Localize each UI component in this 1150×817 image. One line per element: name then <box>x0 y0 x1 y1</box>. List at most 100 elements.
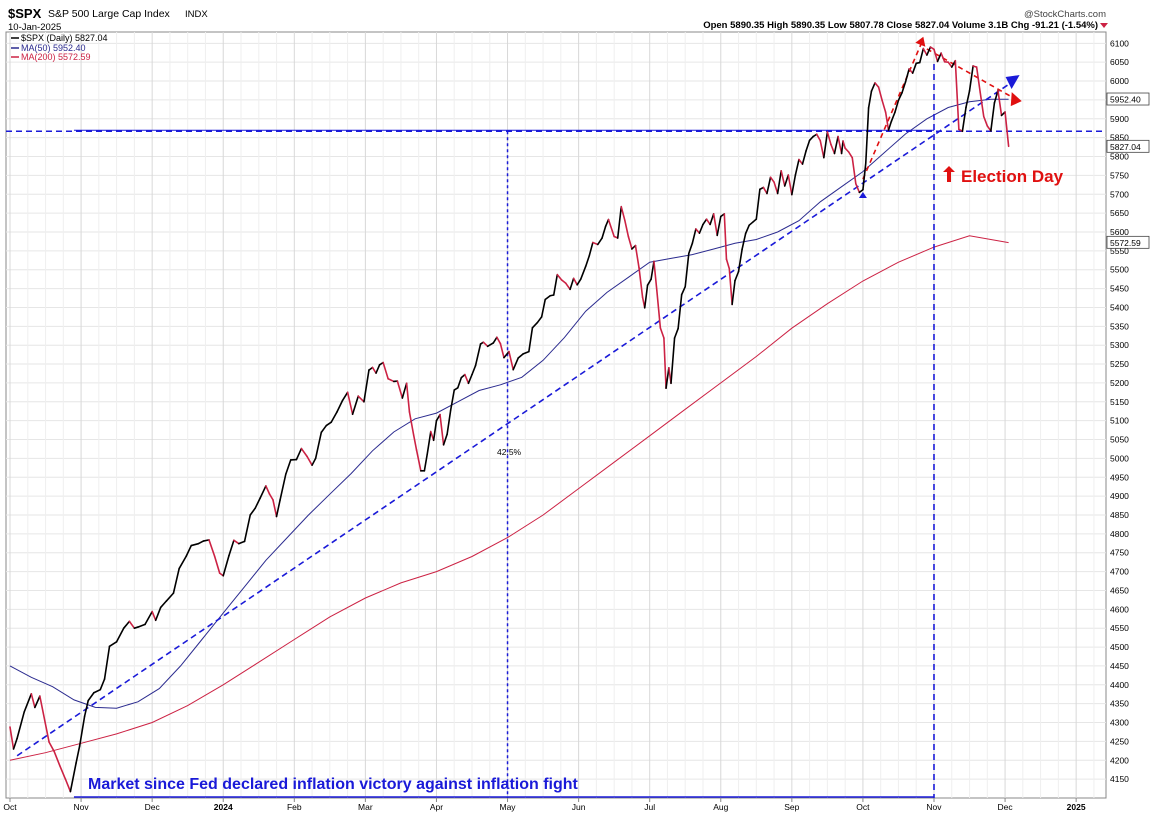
price-segment <box>275 499 281 518</box>
price-segment <box>826 131 832 146</box>
price-segment <box>684 252 690 288</box>
price-segment <box>341 391 349 402</box>
price-segment <box>503 350 510 359</box>
x-tick-label: Dec <box>145 802 161 812</box>
price-segment <box>405 382 411 413</box>
price-segment <box>791 174 797 196</box>
y-tick-label: 4850 <box>1110 510 1129 520</box>
x-tick-label: Jul <box>644 802 655 812</box>
price-segment <box>911 62 918 74</box>
price-segment <box>442 433 448 446</box>
y-axis: 4150 4200 4250 4300 4350 4400 4450 4500 4550 4600… <box>1110 38 1129 784</box>
price-segment <box>663 337 667 390</box>
y-tick-label: 4150 <box>1110 774 1129 784</box>
price-segment <box>396 380 404 399</box>
price-line <box>9 46 1010 793</box>
price-segment <box>99 678 106 691</box>
price-segment <box>474 343 482 367</box>
price-segment <box>579 265 587 280</box>
price-segment <box>691 228 697 245</box>
price-segment <box>300 447 308 458</box>
price-segment <box>695 228 701 234</box>
value-tag-box <box>1106 235 1150 249</box>
price-segment <box>673 327 679 339</box>
price-segment <box>655 289 662 329</box>
price-segment <box>776 170 782 195</box>
ma50-series <box>9 98 1009 709</box>
price-segment <box>382 361 389 380</box>
price-segment <box>311 457 317 466</box>
date-label: 10-Jan-2025 <box>8 22 61 33</box>
price-segment <box>601 225 607 239</box>
price-segment <box>23 693 33 713</box>
price-segment <box>522 350 530 355</box>
price-segment <box>208 539 216 558</box>
chevron-down-icon[interactable] <box>1100 23 1108 28</box>
price-segment <box>108 640 118 648</box>
price-segment <box>75 745 81 764</box>
price-segment <box>512 357 519 371</box>
price-segment <box>30 693 36 709</box>
y-tick-label: 4600 <box>1110 604 1129 614</box>
price-segment <box>556 273 563 281</box>
election-marker <box>858 192 867 199</box>
x-tick-label: Nov <box>926 802 942 812</box>
price-segment <box>432 419 438 442</box>
price-segment <box>725 258 731 270</box>
x-tick-label: Mar <box>358 802 373 812</box>
price-segment <box>272 499 278 518</box>
x-tick-label: Aug <box>713 802 728 812</box>
price-segment <box>982 115 989 127</box>
price-segment <box>837 135 843 155</box>
price-segment <box>371 366 377 374</box>
y-tick-label: 6100 <box>1110 38 1129 48</box>
price-segment <box>265 485 271 495</box>
price-segment <box>870 82 876 93</box>
price-segment <box>840 140 844 155</box>
price-segment <box>874 82 880 88</box>
up-arrow-icon <box>943 166 955 182</box>
price-segment <box>412 434 418 451</box>
price-segment <box>279 473 287 501</box>
price-segment <box>58 764 67 780</box>
price-segment <box>9 726 15 750</box>
percent-label: 42.5% <box>497 447 522 457</box>
price-segment <box>604 218 610 228</box>
x-tick-label: Dec <box>998 802 1014 812</box>
price-segment <box>233 539 240 545</box>
price-segment <box>172 567 180 594</box>
y-tick-label: 6000 <box>1110 76 1129 86</box>
x-tick-label: Feb <box>287 802 302 812</box>
price-segment <box>643 284 649 309</box>
price-segment <box>439 413 445 446</box>
price-segment <box>213 555 221 574</box>
price-segment <box>794 158 800 176</box>
price-segment <box>496 336 502 345</box>
x-tick-label: Oct <box>856 802 870 812</box>
y-tick-label: 4750 <box>1110 548 1129 558</box>
price-segment <box>336 399 344 413</box>
y-tick-label: 5350 <box>1110 321 1129 331</box>
plot-frame <box>5 31 1107 799</box>
price-segment <box>320 424 328 434</box>
price-segment <box>867 90 873 109</box>
caption-text: Market since Fed declared inflation vict… <box>88 776 579 793</box>
value-tag-text: 5952.40 <box>1110 95 1141 105</box>
y-tick-label: 4450 <box>1110 661 1129 671</box>
price-segment <box>295 447 303 461</box>
price-segment <box>731 279 736 306</box>
price-segment <box>815 133 822 142</box>
ma200-series <box>9 235 1009 761</box>
x-tick-label: 2024 <box>214 802 233 812</box>
annotation-overlays <box>6 36 1106 798</box>
x-tick-label: Apr <box>430 802 443 812</box>
price-segment <box>544 294 551 301</box>
price-segment <box>926 46 932 56</box>
price-segment <box>48 741 55 753</box>
price-segment <box>151 610 157 622</box>
price-segment <box>961 106 967 133</box>
price-segment <box>864 107 870 165</box>
price-segment <box>115 627 125 643</box>
price-segment <box>197 540 205 545</box>
